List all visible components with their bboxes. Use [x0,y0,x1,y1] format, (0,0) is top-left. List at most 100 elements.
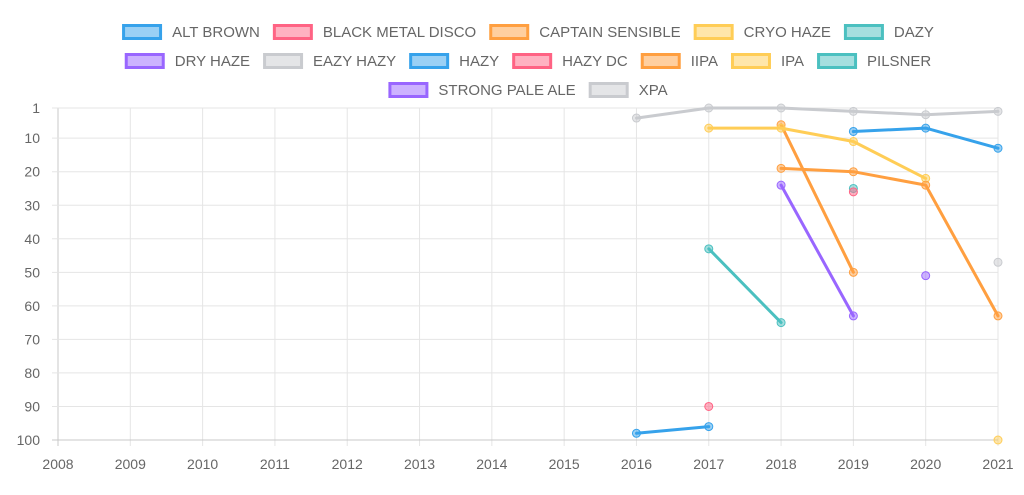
data-point[interactable] [704,401,714,411]
legend-swatch [730,53,771,69]
legend-item[interactable]: IIPA [640,53,718,70]
data-point[interactable] [631,428,641,438]
axes: 2008 2009 2010 2011 2012 2013 2014 2015 2016 2017… [17,100,1014,472]
legend-swatch [693,24,734,40]
x-tick-label: 2014 [476,456,507,472]
series [848,187,858,197]
x-tick-label: 2011 [260,456,290,472]
series [776,180,858,321]
y-tick-label: 80 [24,365,40,381]
data-point[interactable] [848,311,858,321]
series [993,435,1003,445]
legend-item[interactable]: EAZY HAZY [263,53,397,70]
series [921,271,931,281]
data-point[interactable] [921,271,931,281]
legend-item[interactable]: HAZY [409,53,500,70]
series [631,422,714,438]
data-point[interactable] [921,123,931,133]
legend-item[interactable]: DAZY [843,24,934,41]
legend-item[interactable]: ALT BROWN [122,24,260,41]
x-tick-label: 2021 [982,456,1013,472]
legend-item[interactable]: CAPTAIN SENSIBLE [489,24,681,41]
data-point[interactable] [993,143,1003,153]
series-line [779,166,1000,318]
series-line [635,425,711,435]
legend-swatch [512,53,553,69]
data-point[interactable] [993,257,1003,267]
legend-swatch [588,82,629,98]
y-tick-label: 30 [24,197,40,213]
y-tick-label: 70 [24,331,40,347]
y-tick-label: 100 [17,432,41,448]
legend-swatch [122,24,163,40]
data-point[interactable] [993,311,1003,321]
legend-item[interactable]: CRYO HAZE [693,24,831,41]
y-tick-label: 10 [24,130,40,146]
y-tick-label: 40 [24,231,40,247]
y-tick-label: 90 [24,398,40,414]
data-point[interactable] [921,110,931,120]
legend-swatch [388,82,429,98]
legend-item[interactable]: XPA [588,82,668,99]
series [631,103,1003,123]
legend-item[interactable]: PILSNER [817,53,932,70]
data-point[interactable] [848,167,858,177]
legend-swatch [409,53,450,69]
y-tick-label: 1 [32,100,40,116]
data-point[interactable] [776,123,786,133]
data-point[interactable] [993,435,1003,445]
legend-label: STRONG PALE ALE [438,82,575,99]
series [848,123,1003,153]
legend-label: HAZY DC [562,53,628,70]
data-point[interactable] [776,180,786,190]
x-tick-label: 2016 [621,456,652,472]
legend-label: CRYO HAZE [744,24,831,41]
x-tick-label: 2008 [42,456,73,472]
legend-swatch [817,53,858,69]
legend-swatch [124,53,165,69]
data-point[interactable] [776,103,786,113]
legend-label: IIPA [691,53,718,70]
legend-swatch [272,24,313,40]
y-tick-label: 50 [24,264,40,280]
x-tick-label: 2009 [115,456,146,472]
data-point[interactable] [704,123,714,133]
data-point[interactable] [704,244,714,254]
legend-label: XPA [639,82,668,99]
data-point[interactable] [848,126,858,136]
legend-swatch [640,53,681,69]
data-point[interactable] [848,137,858,147]
legend-label: ALT BROWN [172,24,260,41]
data-point[interactable] [993,106,1003,116]
data-point[interactable] [776,163,786,173]
x-tick-label: 2013 [404,456,435,472]
legend-label: CAPTAIN SENSIBLE [539,24,680,41]
legend-label: DAZY [894,24,934,41]
data-point[interactable] [776,318,786,328]
data-point[interactable] [848,267,858,277]
legend-item[interactable]: DRY HAZE [124,53,250,70]
legend-swatch [843,24,884,40]
series-line [779,183,855,318]
data-point[interactable] [921,180,931,190]
series-line [707,247,783,325]
legend-item[interactable]: IPA [730,53,804,70]
data-point[interactable] [704,103,714,113]
legend-swatch [489,24,530,40]
x-tick-label: 2012 [332,456,363,472]
series-layer [631,103,1003,445]
data-point[interactable] [848,106,858,116]
series [704,123,931,183]
data-point[interactable] [704,422,714,432]
legend-item[interactable]: HAZY DC [512,53,628,70]
grid [52,107,999,446]
legend-item[interactable]: STRONG PALE ALE [388,82,576,99]
series [776,163,1003,321]
data-point[interactable] [848,187,858,197]
data-point[interactable] [631,113,641,123]
y-tick-label: 60 [24,298,40,314]
legend-label: HAZY [459,53,499,70]
legend-item[interactable]: BLACK METAL DISCO [272,24,476,41]
series-line [635,106,1000,120]
